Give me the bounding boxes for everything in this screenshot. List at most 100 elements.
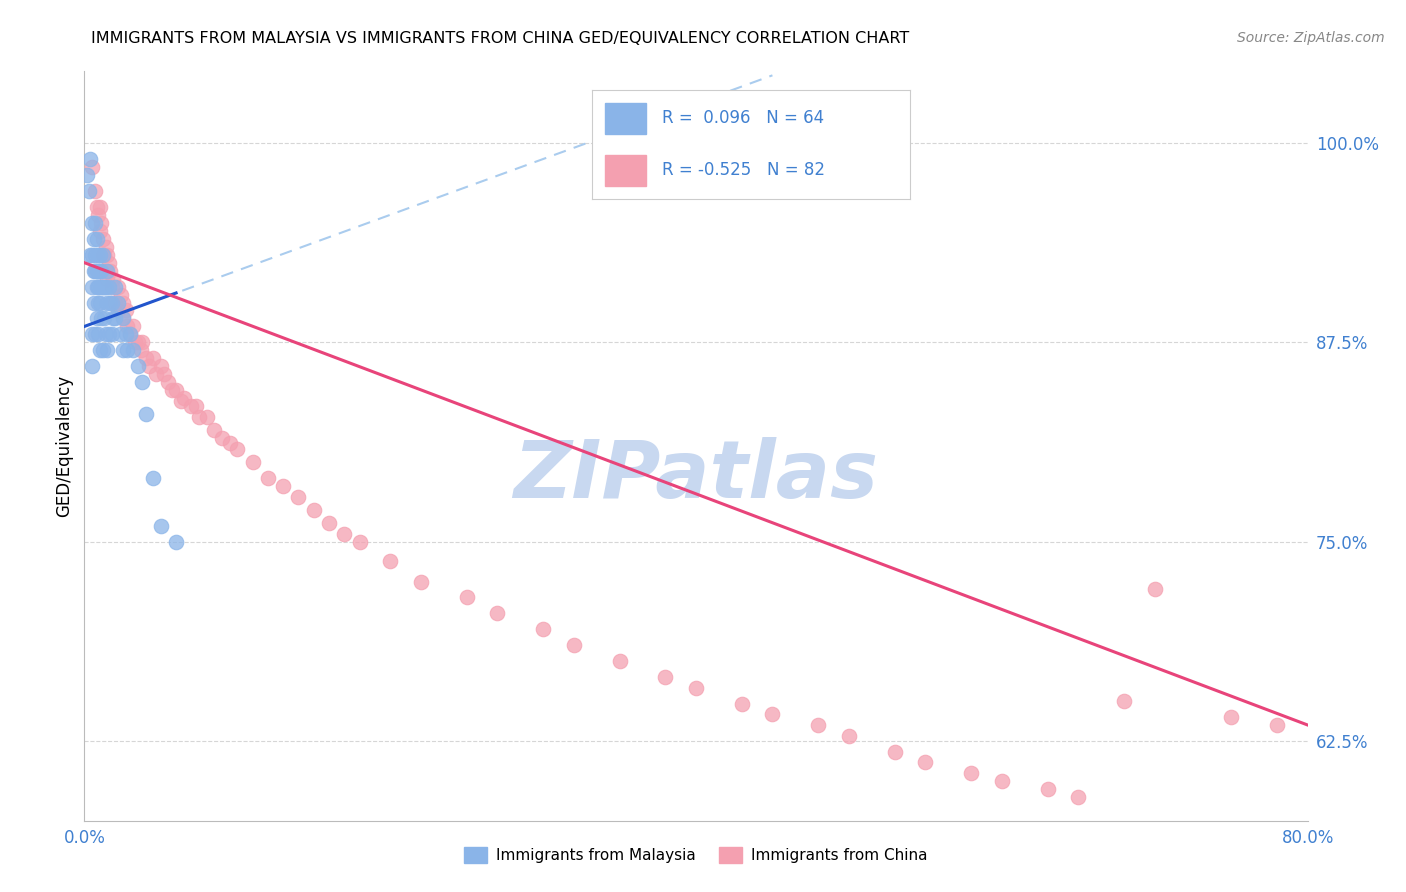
- Point: [98, 263, 121, 277]
- Point: [89, 200, 111, 214]
- Point: [93, 248, 115, 262]
- Point: [135, 407, 157, 421]
- Point: [180, 399, 202, 413]
- Point: [84, 216, 107, 230]
- Point: [96, 343, 118, 358]
- Point: [103, 311, 125, 326]
- Point: [1036, 781, 1059, 796]
- Point: [101, 279, 124, 293]
- Point: [165, 534, 187, 549]
- Point: [83, 263, 105, 277]
- Point: [94, 263, 117, 277]
- Point: [83, 295, 105, 310]
- Point: [91, 279, 114, 293]
- Point: [94, 327, 117, 342]
- Point: [84, 184, 107, 198]
- Point: [127, 335, 149, 350]
- Point: [145, 368, 167, 382]
- Point: [165, 383, 187, 397]
- Point: [98, 295, 121, 310]
- Point: [87, 279, 110, 293]
- Point: [89, 263, 111, 277]
- Point: [114, 327, 136, 342]
- Point: [104, 279, 127, 293]
- Point: [226, 442, 249, 457]
- Point: [271, 479, 294, 493]
- Point: [122, 343, 145, 358]
- Point: [1265, 718, 1288, 732]
- Point: [87, 327, 110, 342]
- Y-axis label: GED/Equivalency: GED/Equivalency: [55, 375, 73, 517]
- Point: [122, 319, 145, 334]
- Point: [101, 295, 124, 310]
- Point: [838, 729, 860, 743]
- Point: [84, 263, 107, 277]
- Point: [107, 279, 129, 293]
- Point: [80, 359, 103, 374]
- Point: [104, 295, 127, 310]
- Point: [170, 394, 193, 409]
- Point: [761, 706, 783, 721]
- Point: [302, 502, 325, 516]
- Point: [86, 311, 108, 326]
- Point: [91, 248, 114, 262]
- Point: [114, 303, 136, 318]
- Point: [124, 335, 146, 350]
- Point: [76, 168, 98, 182]
- Point: [84, 248, 107, 262]
- Point: [96, 295, 118, 310]
- Point: [202, 423, 225, 437]
- Point: [80, 327, 103, 342]
- Point: [195, 410, 218, 425]
- Point: [84, 327, 107, 342]
- Legend: Immigrants from Malaysia, Immigrants from China: Immigrants from Malaysia, Immigrants fro…: [458, 841, 934, 869]
- Text: Source: ZipAtlas.com: Source: ZipAtlas.com: [1237, 31, 1385, 45]
- Point: [108, 327, 131, 342]
- Point: [127, 359, 149, 374]
- Point: [160, 383, 183, 397]
- Text: IMMIGRANTS FROM MALAYSIA VS IMMIGRANTS FROM CHINA GED/EQUIVALENCY CORRELATION CH: IMMIGRANTS FROM MALAYSIA VS IMMIGRANTS F…: [91, 31, 910, 46]
- Point: [107, 295, 129, 310]
- Point: [91, 248, 114, 262]
- Point: [218, 435, 240, 450]
- Point: [486, 607, 509, 621]
- Point: [80, 279, 103, 293]
- Point: [91, 343, 114, 358]
- Point: [93, 279, 115, 293]
- Point: [97, 327, 120, 342]
- Point: [96, 271, 118, 285]
- Point: [149, 359, 172, 374]
- Point: [184, 399, 207, 413]
- Point: [1143, 582, 1166, 597]
- Point: [131, 376, 153, 390]
- Point: [94, 240, 117, 254]
- Point: [104, 311, 127, 326]
- Point: [86, 263, 108, 277]
- Point: [87, 248, 110, 262]
- Point: [87, 295, 110, 310]
- Point: [111, 295, 134, 310]
- Point: [960, 765, 983, 780]
- Point: [80, 248, 103, 262]
- Point: [96, 248, 118, 262]
- Point: [94, 279, 117, 293]
- Point: [211, 431, 233, 445]
- Point: [79, 152, 101, 166]
- Point: [149, 518, 172, 533]
- Point: [380, 554, 402, 568]
- Point: [79, 248, 101, 262]
- Point: [129, 343, 152, 358]
- Point: [685, 681, 707, 696]
- Point: [609, 654, 631, 668]
- Point: [111, 343, 134, 358]
- Point: [1114, 694, 1136, 708]
- Point: [173, 391, 195, 405]
- Point: [87, 208, 110, 222]
- Point: [654, 670, 676, 684]
- Point: [914, 755, 936, 769]
- Point: [111, 311, 134, 326]
- Point: [89, 248, 111, 262]
- Point: [135, 351, 157, 366]
- Point: [83, 232, 105, 246]
- Point: [131, 335, 153, 350]
